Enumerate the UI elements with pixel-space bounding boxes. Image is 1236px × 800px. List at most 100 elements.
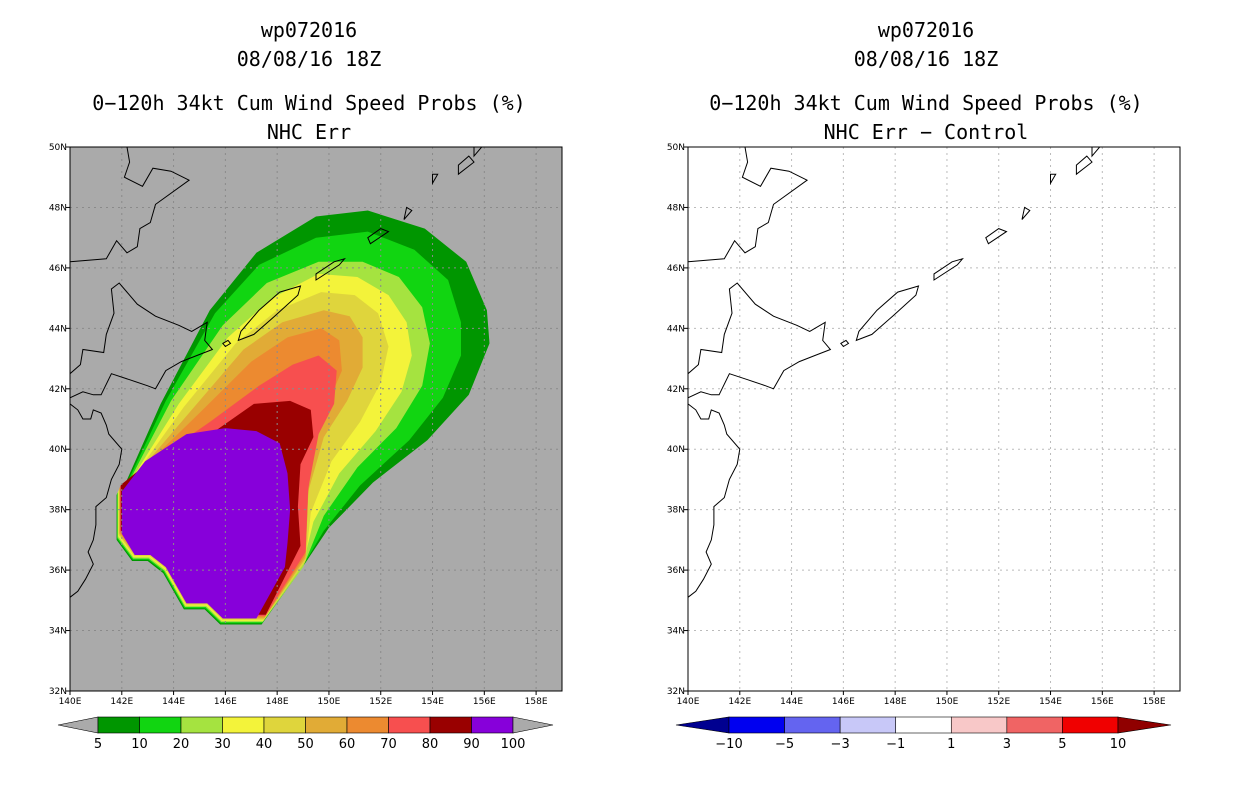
x-tick-label: 156E xyxy=(1091,697,1114,707)
coastline-kuril-island xyxy=(840,339,850,348)
chart-title-line-4: NHC Err − Control xyxy=(824,120,1029,144)
plot-content xyxy=(70,147,562,691)
colorbar: −10 −5 −3 −1 1 3 5 10 xyxy=(675,716,1172,752)
coastline-kuril-island xyxy=(403,206,413,220)
x-tick-label: 148E xyxy=(266,697,289,707)
coastline-kuril-island xyxy=(367,228,390,245)
colorbar-label: 80 xyxy=(422,737,439,752)
x-tick-label: 142E xyxy=(728,697,751,707)
y-tick-label: 40N xyxy=(667,445,685,455)
colorbar-swatch xyxy=(784,716,841,734)
y-tick-label: 50N xyxy=(49,143,67,153)
x-tick-label: 140E xyxy=(59,697,82,707)
colorbar-label: 5 xyxy=(94,737,102,752)
y-tick-label: 48N xyxy=(49,203,67,213)
x-tick-label: 144E xyxy=(162,697,185,707)
plot-frame xyxy=(69,146,563,692)
colorbar-label: 10 xyxy=(1110,737,1127,752)
colorbar-label: 5 xyxy=(1058,737,1066,752)
coastline-sakhalin xyxy=(70,147,191,263)
y-tick-label: 42N xyxy=(49,385,67,395)
colorbar-label: 100 xyxy=(501,737,526,752)
y-tick-label: 50N xyxy=(667,143,685,153)
chart-title-line-2: 08/08/16 18Z xyxy=(237,47,382,71)
colorbar-label: 90 xyxy=(463,737,480,752)
colorbar-label: −5 xyxy=(775,737,794,752)
colorbar-swatch xyxy=(97,716,140,734)
x-tick-label: 154E xyxy=(421,697,444,707)
x-tick-label: 154E xyxy=(1039,697,1062,707)
colorbar-low-cap xyxy=(57,716,99,734)
y-tick-label: 32N xyxy=(49,687,67,697)
colorbar-label: 70 xyxy=(380,737,397,752)
colorbar-swatch xyxy=(1006,716,1063,734)
x-tick-label: 150E xyxy=(318,697,341,707)
coastline-kuril-island xyxy=(933,257,964,281)
colorbar-label: 3 xyxy=(1003,737,1011,752)
plot-frame xyxy=(687,146,1181,692)
y-tick-label: 42N xyxy=(667,385,685,395)
coastline-hokkaido xyxy=(70,282,214,399)
x-tick-label: 148E xyxy=(884,697,907,707)
y-tick-label: 36N xyxy=(49,566,67,576)
x-tick-label: 158E xyxy=(525,697,548,707)
plot-area xyxy=(688,147,1180,691)
coastline-kuril-island xyxy=(473,147,483,158)
coastline-kuril-island xyxy=(1075,155,1093,176)
colorbar-label: −3 xyxy=(831,737,850,752)
colorbar-swatch xyxy=(139,716,182,734)
x-tick-label: 158E xyxy=(1143,697,1166,707)
coastline-kuril-island xyxy=(237,285,302,342)
colorbar-label: 30 xyxy=(214,737,231,752)
colorbar-label: 40 xyxy=(256,737,273,752)
y-tick-label: 32N xyxy=(667,687,685,697)
coastline-kuril-island xyxy=(432,173,439,186)
x-tick-label: 146E xyxy=(832,697,855,707)
colorbar-swatch xyxy=(728,716,785,734)
chart-title-line-3: 0−120h 34kt Cum Wind Speed Probs (%) xyxy=(709,91,1142,115)
chart-title-line-1: wp072016 xyxy=(878,18,974,42)
colorbar-swatch xyxy=(895,716,952,734)
chart-title-line-2: 08/08/16 18Z xyxy=(854,47,999,71)
colorbar-high-cap xyxy=(1117,716,1172,734)
x-tick-label: 144E xyxy=(780,697,803,707)
colorbar-swatch xyxy=(839,716,897,734)
colorbar-swatch xyxy=(1062,716,1119,734)
colorbar: 5 10 20 30 40 50 60 70 80 90 100 xyxy=(57,716,554,752)
plot-content xyxy=(688,147,1180,691)
colorbar-label: 60 xyxy=(339,737,356,752)
x-tick-label: 152E xyxy=(987,697,1010,707)
colorbar-swatch xyxy=(471,716,514,734)
y-tick-label: 46N xyxy=(49,264,67,274)
y-tick-label: 34N xyxy=(667,627,685,637)
colorbar-label: 1 xyxy=(947,737,955,752)
colorbar-label: 20 xyxy=(173,737,190,752)
y-tick-label: 38N xyxy=(667,506,685,516)
coastline-kuril-island xyxy=(1021,206,1031,220)
colorbar-label: 50 xyxy=(297,737,314,752)
colorbar-swatch xyxy=(222,716,265,734)
y-tick-label: 46N xyxy=(667,264,685,274)
colorbar-swatch xyxy=(305,716,348,734)
chart-title-line-4: NHC Err xyxy=(267,120,351,144)
x-tick-label: 152E xyxy=(369,697,392,707)
chart-title-line-3: 0−120h 34kt Cum Wind Speed Probs (%) xyxy=(92,91,525,115)
x-tick-label: 150E xyxy=(936,697,959,707)
y-tick-label: 36N xyxy=(667,566,685,576)
colorbar-swatch xyxy=(263,716,306,734)
colorbar-swatch xyxy=(429,716,472,734)
colorbar-swatch xyxy=(346,716,389,734)
coastline-sakhalin xyxy=(688,147,809,263)
colorbar-label: 10 xyxy=(131,737,148,752)
panel-2: wp072016 08/08/16 18Z 0−120h 34kt Cum Wind… xyxy=(667,18,1181,752)
x-tick-label: 140E xyxy=(677,697,700,707)
coastline-kuril-island xyxy=(222,339,232,348)
coastline-kuril-island xyxy=(457,155,475,176)
coastline-kuril-island xyxy=(1050,173,1057,186)
y-tick-label: 38N xyxy=(49,506,67,516)
coastline-kuril-island xyxy=(315,257,346,281)
colorbar-swatch xyxy=(388,716,431,734)
panel-1: wp072016 08/08/16 18Z 0−120h 34kt Cum Wind… xyxy=(49,18,563,752)
coastline-kuril-island xyxy=(855,285,920,342)
